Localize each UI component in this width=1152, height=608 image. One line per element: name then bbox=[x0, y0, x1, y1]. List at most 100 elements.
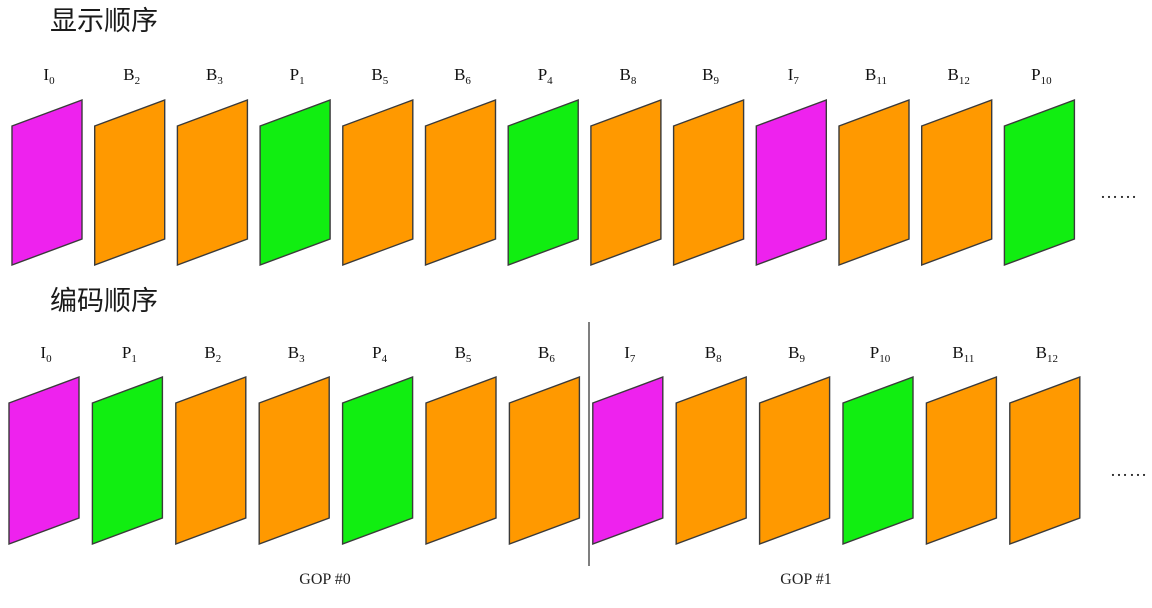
coding-frame-B12 bbox=[1009, 375, 1081, 546]
display-label-letter: B bbox=[948, 65, 959, 84]
display-label-subscript: 12 bbox=[959, 75, 970, 87]
display-label-P10: P10 bbox=[1031, 65, 1052, 87]
display-label-letter: P bbox=[1031, 65, 1040, 84]
coding-label-letter: B bbox=[288, 343, 299, 362]
coding-frame-I0 bbox=[8, 375, 80, 546]
display-label-subscript: 11 bbox=[876, 75, 887, 87]
display-label-B5: B5 bbox=[371, 65, 388, 87]
display-label-subscript: 3 bbox=[217, 75, 223, 87]
coding-order-row: I0 P1 B2 B3 P4 B5 B6 I7 B8 B9 P10 B11 B12 bbox=[8, 343, 1081, 546]
display-frame-B11 bbox=[838, 98, 910, 267]
coding-label-B3: B3 bbox=[288, 343, 305, 365]
display-label-B3: B3 bbox=[206, 65, 223, 87]
display-frame-B12 bbox=[921, 98, 993, 267]
display-label-P4: P4 bbox=[538, 65, 553, 87]
display-label-letter: B bbox=[371, 65, 382, 84]
display-order-ellipsis: …… bbox=[1100, 182, 1138, 202]
coding-label-B8: B8 bbox=[705, 343, 722, 365]
coding-label-I7: I7 bbox=[624, 343, 636, 365]
coding-label-letter: B bbox=[788, 343, 799, 362]
coding-label-letter: B bbox=[952, 343, 963, 362]
display-label-B6: B6 bbox=[454, 65, 471, 87]
display-label-subscript: 7 bbox=[793, 75, 799, 87]
coding-frame-P10 bbox=[842, 375, 914, 546]
display-order-title: 显示顺序 bbox=[50, 6, 158, 37]
coding-label-P4: P4 bbox=[372, 343, 387, 365]
coding-frame-I7 bbox=[592, 375, 664, 546]
coding-label-P10: P10 bbox=[870, 343, 891, 365]
display-label-B8: B8 bbox=[619, 65, 636, 87]
display-frame-P1 bbox=[259, 98, 331, 267]
display-label-letter: B bbox=[206, 65, 217, 84]
display-label-P1: P1 bbox=[290, 65, 305, 87]
coding-label-B6: B6 bbox=[538, 343, 555, 365]
display-label-letter: B bbox=[454, 65, 465, 84]
coding-frame-P1 bbox=[91, 375, 164, 546]
coding-label-letter: B bbox=[538, 343, 549, 362]
coding-frame-B5 bbox=[425, 375, 497, 546]
display-label-letter: I bbox=[43, 65, 49, 84]
coding-label-subscript: 7 bbox=[630, 353, 636, 365]
display-label-subscript: 6 bbox=[465, 75, 471, 87]
coding-label-subscript: 3 bbox=[299, 353, 305, 365]
coding-label-subscript: 6 bbox=[549, 353, 555, 365]
coding-label-subscript: 12 bbox=[1047, 353, 1058, 365]
coding-label-letter: P bbox=[122, 343, 131, 362]
coding-label-B2: B2 bbox=[204, 343, 221, 365]
coding-label-subscript: 10 bbox=[879, 353, 891, 365]
coding-label-B11: B11 bbox=[952, 343, 974, 365]
display-label-subscript: 2 bbox=[135, 75, 141, 87]
coding-label-letter: B bbox=[455, 343, 466, 362]
coding-label-letter: I bbox=[40, 343, 46, 362]
display-label-B11: B11 bbox=[865, 65, 887, 87]
display-label-letter: P bbox=[538, 65, 547, 84]
display-label-subscript: 0 bbox=[49, 75, 55, 87]
coding-frame-B2 bbox=[175, 375, 247, 546]
coding-frame-B6 bbox=[508, 375, 581, 546]
display-frame-B6 bbox=[424, 98, 497, 267]
display-label-subscript: 5 bbox=[383, 75, 389, 87]
gop-0-label: GOP #0 bbox=[299, 571, 350, 588]
coding-label-I0: I0 bbox=[40, 343, 52, 365]
coding-label-subscript: 5 bbox=[466, 353, 472, 365]
display-frame-I0 bbox=[11, 98, 83, 267]
display-label-letter: P bbox=[290, 65, 299, 84]
display-label-letter: B bbox=[865, 65, 876, 84]
display-label-subscript: 10 bbox=[1041, 75, 1053, 87]
display-label-letter: B bbox=[123, 65, 134, 84]
display-label-subscript: 4 bbox=[547, 75, 553, 87]
display-frame-B2 bbox=[93, 98, 166, 267]
display-frame-B5 bbox=[342, 98, 414, 267]
coding-label-letter: I bbox=[624, 343, 630, 362]
coding-frame-B8 bbox=[675, 375, 747, 546]
coding-label-letter: B bbox=[705, 343, 716, 362]
display-frame-P4 bbox=[507, 98, 579, 267]
coding-label-subscript: 2 bbox=[216, 353, 222, 365]
coding-label-B5: B5 bbox=[455, 343, 472, 365]
display-order-row: I0 B2 B3 P1 B5 B6 P4 B8 B9 I7 B11 B12 P10 bbox=[11, 65, 1076, 267]
display-label-B12: B12 bbox=[948, 65, 970, 87]
coding-label-letter: B bbox=[204, 343, 215, 362]
gop-1-label: GOP #1 bbox=[780, 571, 831, 588]
coding-label-subscript: 1 bbox=[131, 353, 137, 365]
coding-label-subscript: 11 bbox=[964, 353, 975, 365]
coding-label-subscript: 8 bbox=[716, 353, 722, 365]
coding-frame-B3 bbox=[258, 375, 330, 546]
coding-frame-B11 bbox=[925, 375, 998, 546]
display-frame-B8 bbox=[590, 98, 662, 267]
coding-label-subscript: 9 bbox=[800, 353, 806, 365]
coding-label-P1: P1 bbox=[122, 343, 137, 365]
coding-label-subscript: 0 bbox=[46, 353, 52, 365]
display-label-I0: I0 bbox=[43, 65, 55, 87]
display-frame-I7 bbox=[755, 98, 827, 267]
coding-label-B9: B9 bbox=[788, 343, 805, 365]
coding-order-ellipsis: …… bbox=[1110, 460, 1148, 480]
display-label-letter: I bbox=[788, 65, 794, 84]
coding-label-B12: B12 bbox=[1036, 343, 1058, 365]
coding-frame-B9 bbox=[758, 375, 831, 546]
coding-label-letter: B bbox=[1036, 343, 1047, 362]
coding-label-subscript: 4 bbox=[382, 353, 388, 365]
display-label-subscript: 9 bbox=[714, 75, 720, 87]
